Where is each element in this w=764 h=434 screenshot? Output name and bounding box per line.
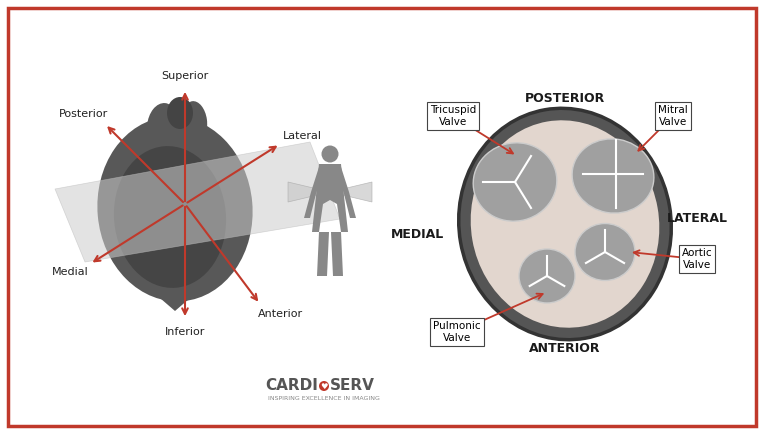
Ellipse shape (519, 249, 575, 303)
Text: Anterior: Anterior (257, 309, 303, 319)
Polygon shape (337, 167, 356, 218)
Text: SERV: SERV (330, 378, 375, 394)
Text: ♥: ♥ (320, 382, 328, 391)
Text: Pulmonic
Valve: Pulmonic Valve (433, 321, 481, 343)
Polygon shape (304, 167, 323, 218)
Ellipse shape (114, 146, 226, 288)
Polygon shape (288, 182, 330, 202)
Polygon shape (331, 232, 343, 276)
Ellipse shape (319, 381, 329, 391)
Text: CARDI: CARDI (265, 378, 318, 394)
Text: Inferior: Inferior (165, 327, 206, 337)
Text: Superior: Superior (161, 71, 209, 81)
Polygon shape (317, 232, 329, 276)
Text: Mitral
Valve: Mitral Valve (658, 105, 688, 127)
Polygon shape (330, 182, 372, 202)
Ellipse shape (575, 224, 635, 280)
Text: Tricuspid
Valve: Tricuspid Valve (430, 105, 476, 127)
Ellipse shape (167, 97, 193, 129)
Text: Posterior: Posterior (58, 109, 108, 119)
Text: LATERAL: LATERAL (666, 213, 727, 226)
Polygon shape (312, 164, 348, 232)
Text: Lateral: Lateral (283, 131, 322, 141)
Text: Medial: Medial (52, 267, 89, 277)
Ellipse shape (458, 108, 672, 340)
Text: INSPIRING EXCELLENCE IN IMAGING: INSPIRING EXCELLENCE IN IMAGING (268, 397, 380, 401)
Text: Aortic
Valve: Aortic Valve (681, 248, 712, 270)
Text: MEDIAL: MEDIAL (390, 227, 444, 240)
Ellipse shape (471, 120, 659, 328)
Text: ANTERIOR: ANTERIOR (529, 342, 601, 355)
Ellipse shape (473, 143, 557, 221)
Ellipse shape (322, 145, 338, 162)
Ellipse shape (97, 117, 253, 301)
Ellipse shape (572, 139, 654, 213)
Ellipse shape (147, 103, 179, 151)
Ellipse shape (183, 101, 207, 141)
Text: POSTERIOR: POSTERIOR (525, 92, 605, 105)
FancyBboxPatch shape (8, 8, 756, 426)
Polygon shape (153, 292, 197, 311)
Polygon shape (55, 142, 340, 262)
